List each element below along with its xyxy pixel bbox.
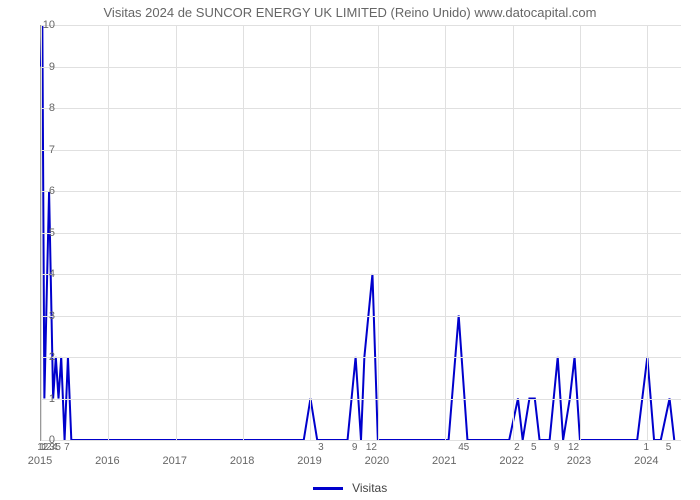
xtick-year-label: 2023 [567, 455, 591, 467]
xtick-year-label: 2019 [297, 455, 321, 467]
ytick-label: 4 [35, 268, 55, 280]
xtick-month-label: 5 [464, 442, 470, 453]
gridline-v [513, 25, 514, 440]
gridline-v [647, 25, 648, 440]
xtick-month-label: 1 [644, 442, 650, 453]
legend-swatch [313, 487, 343, 490]
xtick-year-label: 2018 [230, 455, 254, 467]
xtick-year-label: 2017 [162, 455, 186, 467]
chart-title: Visitas 2024 de SUNCOR ENERGY UK LIMITED… [0, 5, 700, 20]
ytick-label: 9 [35, 61, 55, 73]
gridline-h [41, 191, 681, 192]
gridline-v [445, 25, 446, 440]
xtick-month-label: 2 [514, 442, 520, 453]
gridline-v [243, 25, 244, 440]
chart-plot-area [40, 25, 680, 440]
gridline-v [580, 25, 581, 440]
gridline-h [41, 357, 681, 358]
plot-bg [40, 25, 681, 441]
ytick-label: 1 [35, 393, 55, 405]
xtick-year-label: 2016 [95, 455, 119, 467]
gridline-v [310, 25, 311, 440]
gridline-v [176, 25, 177, 440]
gridline-v [378, 25, 379, 440]
xtick-month-label: 5 [666, 442, 672, 453]
xtick-month-label: 12 [366, 442, 377, 453]
gridline-h [41, 25, 681, 26]
xtick-month-label: 5 [531, 442, 537, 453]
ytick-label: 5 [35, 227, 55, 239]
ytick-label: 6 [35, 185, 55, 197]
xtick-year-label: 2024 [634, 455, 658, 467]
gridline-h [41, 67, 681, 68]
xtick-month-label: 12 [568, 442, 579, 453]
xtick-month-label: 9 [352, 442, 358, 453]
xtick-year-label: 2021 [432, 455, 456, 467]
gridline-h [41, 316, 681, 317]
xtick-year-label: 2020 [365, 455, 389, 467]
xtick-month-label: 3 [318, 442, 324, 453]
xtick-month-label: 7 [64, 442, 70, 453]
xtick-month-label: 9 [554, 442, 560, 453]
ytick-label: 2 [35, 351, 55, 363]
xtick-year-label: 2015 [28, 455, 52, 467]
gridline-v [108, 25, 109, 440]
gridline-h [41, 108, 681, 109]
ytick-label: 10 [35, 19, 55, 31]
xtick-month-label: 5 [55, 442, 61, 453]
ytick-label: 7 [35, 144, 55, 156]
gridline-h [41, 150, 681, 151]
gridline-h [41, 440, 681, 441]
gridline-h [41, 233, 681, 234]
legend-label: Visitas [352, 481, 387, 495]
legend: Visitas [0, 481, 700, 495]
ytick-label: 3 [35, 310, 55, 322]
gridline-h [41, 399, 681, 400]
ytick-label: 8 [35, 102, 55, 114]
gridline-h [41, 274, 681, 275]
xtick-year-label: 2022 [499, 455, 523, 467]
